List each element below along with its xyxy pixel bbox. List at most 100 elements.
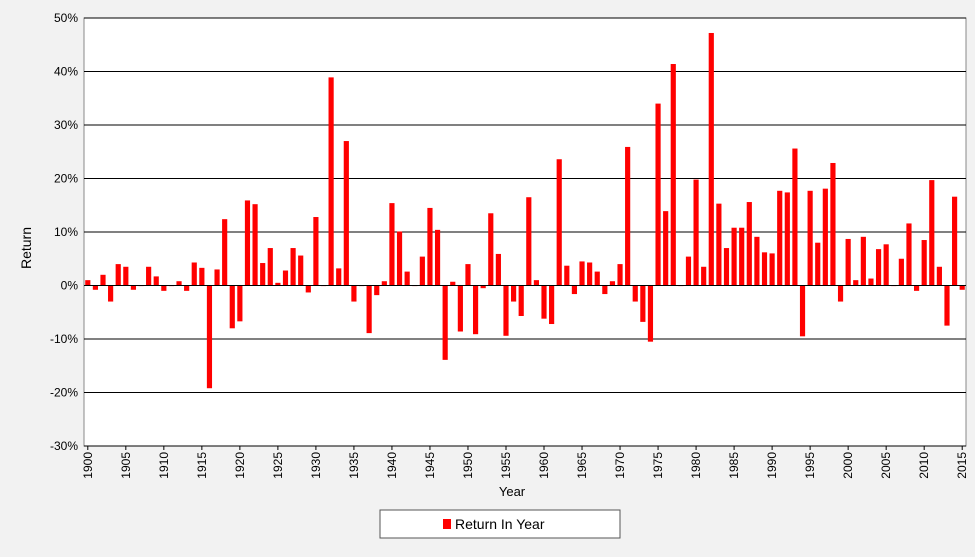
y-tick-label: 20% xyxy=(54,172,78,186)
bar-1900 xyxy=(85,280,91,286)
x-tick-label: 1975 xyxy=(651,452,665,479)
bar-1928 xyxy=(298,255,304,286)
legend-box xyxy=(379,509,621,539)
bar-1925 xyxy=(275,282,281,286)
bar-1935 xyxy=(351,285,357,302)
bar-1966 xyxy=(587,262,593,286)
bar-1950 xyxy=(465,264,471,286)
bar-1984 xyxy=(723,248,730,286)
y-axis-label: Return xyxy=(18,227,34,269)
bar-2011 xyxy=(929,180,935,286)
bar-1961 xyxy=(549,285,555,325)
bar-1947 xyxy=(442,285,448,360)
bar-1938 xyxy=(374,285,380,296)
bar-2014 xyxy=(952,196,958,286)
bar-2008 xyxy=(906,223,912,286)
bar-1930 xyxy=(313,217,319,286)
bar-1963 xyxy=(564,265,570,286)
y-tick-label: 10% xyxy=(54,225,78,239)
bar-2007 xyxy=(898,258,904,286)
bar-1908 xyxy=(146,266,152,286)
y-tick-label: 30% xyxy=(54,118,78,132)
x-tick-label: 1950 xyxy=(461,452,475,479)
bar-1942 xyxy=(404,271,410,286)
x-tick-label: 1970 xyxy=(613,452,627,479)
bar-1987 xyxy=(746,202,752,286)
x-tick-label: 1965 xyxy=(575,452,589,479)
bar-1955 xyxy=(503,285,509,336)
bar-1991 xyxy=(777,190,783,286)
bar-1937 xyxy=(366,285,372,334)
x-axis-label: Year xyxy=(499,484,526,499)
bar-1967 xyxy=(594,271,600,286)
bar-1986 xyxy=(739,227,745,286)
bar-1990 xyxy=(769,253,775,286)
bar-2009 xyxy=(913,285,920,291)
bar-1902 xyxy=(100,274,106,286)
bar-1905 xyxy=(123,266,129,286)
x-tick-label: 1980 xyxy=(689,452,703,479)
bar-2001 xyxy=(853,280,859,286)
bar-1912 xyxy=(176,281,182,286)
x-tick-label: 1905 xyxy=(119,452,133,479)
bar-1968 xyxy=(602,285,608,295)
bar-1971 xyxy=(625,146,631,286)
legend-swatch xyxy=(443,519,451,529)
bar-2012 xyxy=(936,266,942,286)
bar-2013 xyxy=(944,285,950,326)
bar-1921 xyxy=(244,200,251,286)
bar-1948 xyxy=(450,281,456,286)
bar-2005 xyxy=(883,244,889,286)
legend-label: Return In Year xyxy=(455,516,545,532)
bars xyxy=(85,32,965,389)
bar-1953 xyxy=(488,213,494,286)
y-tick-label: -10% xyxy=(50,332,78,346)
bar-1999 xyxy=(837,285,844,302)
bar-1917 xyxy=(214,269,220,286)
bar-1969 xyxy=(609,281,616,286)
bar-1965 xyxy=(579,261,585,286)
bar-1923 xyxy=(260,263,266,286)
bar-1939 xyxy=(381,281,387,286)
bar-1944 xyxy=(419,256,425,286)
x-tick-label: 1945 xyxy=(423,452,437,479)
bar-1906 xyxy=(130,285,137,290)
bar-1954 xyxy=(495,253,501,286)
bar-1933 xyxy=(336,268,342,286)
bar-1983 xyxy=(716,203,722,286)
bar-1975 xyxy=(655,103,661,286)
axes: -30% -20% -10% 0% 10% 20% 30% 40% 50% 1900 1905 191… xyxy=(50,11,969,479)
bar-2003 xyxy=(868,278,874,286)
bar-1903 xyxy=(108,285,114,302)
bar-1992 xyxy=(784,192,790,286)
bar-1981 xyxy=(701,266,707,286)
bar-1940 xyxy=(389,203,395,286)
bar-1985 xyxy=(731,227,737,286)
bar-1926 xyxy=(282,270,289,286)
bar-1977 xyxy=(670,64,676,286)
x-tick-label: 1920 xyxy=(233,452,247,479)
x-tick-label: 1910 xyxy=(157,452,171,479)
bar-1914 xyxy=(191,262,197,286)
y-tick-label: 40% xyxy=(54,65,78,79)
x-tick-label: 1900 xyxy=(81,452,95,479)
x-tick-label: 1995 xyxy=(803,452,817,479)
legend: Return In Year xyxy=(379,509,621,539)
bar-1957 xyxy=(518,285,524,316)
x-tick-label: 1935 xyxy=(347,452,361,479)
y-tick-label: 0% xyxy=(61,279,79,293)
x-tick-label: 1955 xyxy=(499,452,513,479)
bar-1901 xyxy=(92,285,98,290)
y-tick-label: -30% xyxy=(50,439,78,453)
bar-1988 xyxy=(754,236,760,286)
bar-1918 xyxy=(222,219,228,286)
bar-1979 xyxy=(685,256,692,286)
x-tick-label: 2005 xyxy=(879,452,893,479)
bar-2010 xyxy=(921,240,927,286)
bar-1998 xyxy=(830,162,836,286)
x-tick-label: 2000 xyxy=(841,452,855,479)
bar-1924 xyxy=(267,248,273,286)
bar-1909 xyxy=(153,276,159,286)
